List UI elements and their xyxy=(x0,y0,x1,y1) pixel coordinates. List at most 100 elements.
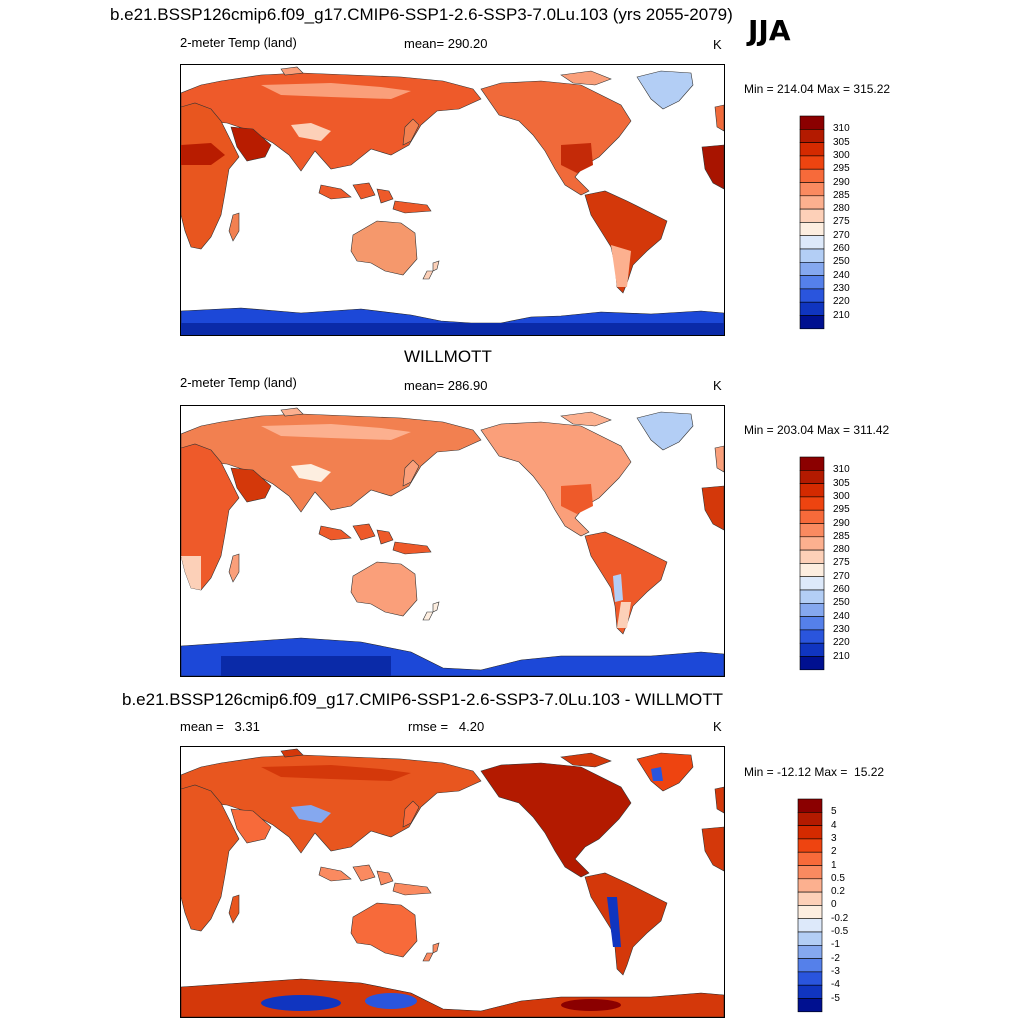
colorbar-tick-label: 280 xyxy=(833,544,850,556)
colorbar-tick-label: 310 xyxy=(833,464,850,476)
antarctica-interior xyxy=(181,323,724,335)
tibet-cool-region xyxy=(291,464,331,482)
colorbar-swatch xyxy=(797,905,823,920)
colorbar-swatch xyxy=(799,168,825,183)
colorbar-tick-label: 280 xyxy=(833,203,850,215)
siberia-cool-region xyxy=(261,83,411,99)
colorbar-swatch xyxy=(799,208,825,223)
colorbar-tick-label: 230 xyxy=(833,282,850,294)
antarctica-interior xyxy=(221,656,391,676)
panel1-units: K xyxy=(713,37,722,52)
colorbar-tick-label: 290 xyxy=(833,517,850,529)
season-label: JJA xyxy=(748,14,791,47)
colorbar-swatch xyxy=(799,496,825,511)
colorbar-tick-label: -0.5 xyxy=(831,926,849,937)
panel2-units: K xyxy=(713,378,722,393)
colorbar-tick-label: 250 xyxy=(833,256,850,268)
panel2-minmax: Min = 203.04 Max = 311.42 xyxy=(744,423,890,437)
colorbar-swatch xyxy=(797,798,823,813)
newzealand-region xyxy=(422,601,440,621)
panel3-minmax: Min = -12.12 Max = 15.22 xyxy=(744,765,885,779)
colorbar-tick-label: 210 xyxy=(833,309,850,321)
colorbar-swatch xyxy=(799,275,825,290)
colorbar-tick-label: 0.2 xyxy=(831,886,845,898)
colorbar-swatch xyxy=(799,603,825,617)
colorbar-tick-label: 2 xyxy=(831,846,837,858)
colorbar-swatch xyxy=(799,142,825,157)
indonesia-region xyxy=(318,523,432,555)
tibet-cool-anomaly xyxy=(291,805,331,823)
colorbar-swatch xyxy=(799,470,825,484)
colorbar-tick-label: 285 xyxy=(833,189,850,201)
colorbar-tick-label: 260 xyxy=(833,584,850,595)
panel3-map xyxy=(180,746,725,1018)
colorbar-tick-label: 0 xyxy=(831,899,837,911)
colorbar-tick-label: 220 xyxy=(833,637,850,649)
colorbar-tick-label: -3 xyxy=(831,965,840,977)
colorbar-swatch xyxy=(799,315,825,330)
australia-region xyxy=(350,220,418,276)
colorbar-swatch xyxy=(799,616,825,631)
greenland-blue-anomaly xyxy=(651,767,663,781)
colorbar-swatch xyxy=(799,288,825,303)
colorbar-tick-label: 285 xyxy=(833,530,850,542)
panel3-mean: mean = 3.31 xyxy=(180,719,260,734)
antarctica-blue-anomaly xyxy=(261,995,341,1011)
colorbar-tick-label: 295 xyxy=(833,163,850,175)
colorbar-tick-label: 290 xyxy=(833,176,850,188)
colorbar-swatch xyxy=(799,262,825,276)
wafrica-edge-region xyxy=(701,485,724,531)
colorbar-tick-label: 240 xyxy=(833,269,850,281)
colorbar-swatch xyxy=(797,878,823,893)
us-hot-region xyxy=(561,143,593,173)
panel2-map-svg xyxy=(181,407,724,676)
colorbar-swatch xyxy=(799,536,825,551)
colorbar-swatch xyxy=(799,155,825,170)
colorbar-swatch xyxy=(799,235,825,250)
siberia-cool-region xyxy=(261,424,411,440)
australia-region xyxy=(350,902,418,958)
northamerica-region xyxy=(480,421,632,537)
colorbar-swatch xyxy=(797,838,823,853)
colorbar-tick-label: 295 xyxy=(833,504,850,516)
panel3-header: b.e21.BSSP126cmip6.f09_g17.CMIP6-SSP1-2.… xyxy=(122,690,723,709)
panel1-variable: 2-meter Temp (land) xyxy=(180,35,297,50)
antarctica-region xyxy=(181,978,724,1017)
panel3-map-svg xyxy=(181,748,724,1017)
south-africa-cool-region xyxy=(181,556,201,590)
colorbar-tick-label: 250 xyxy=(833,597,850,609)
colorbar-swatch xyxy=(799,563,825,578)
wafrica-edge-region xyxy=(701,826,724,872)
colorbar-swatch xyxy=(797,958,823,973)
colorbar-tick-label: -0.2 xyxy=(831,912,849,924)
colorbar-swatch xyxy=(799,483,825,498)
colorbar-tick-label: 240 xyxy=(833,610,850,622)
colorbar-swatch xyxy=(797,865,823,880)
colorbar-tick-label: 260 xyxy=(833,243,850,254)
colorbar-swatch xyxy=(799,576,825,591)
australia-region xyxy=(350,561,418,617)
colorbar-swatch xyxy=(799,115,825,130)
southamerica-region xyxy=(584,872,668,976)
colorbar-swatch xyxy=(799,523,825,538)
colorbar-swatch xyxy=(797,945,823,959)
panel1-map-svg xyxy=(181,66,724,335)
panel1-minmax: Min = 214.04 Max = 315.22 xyxy=(744,82,891,96)
weurope-edge-region xyxy=(714,104,724,132)
colorbar-tick-label: 4 xyxy=(831,819,837,831)
colorbar-swatch xyxy=(799,549,825,564)
colorbar-swatch xyxy=(799,222,825,237)
siberia-warm-anomaly xyxy=(261,765,411,781)
sahel-hot-region xyxy=(181,143,225,165)
colorbar-svg xyxy=(797,798,823,1013)
antarctica-red-anomaly xyxy=(561,999,621,1011)
panel3-units: K xyxy=(713,719,722,734)
indonesia-region xyxy=(318,182,432,214)
panel2-map xyxy=(180,405,725,677)
madagascar-region xyxy=(228,212,240,242)
colorbar-swatch xyxy=(799,456,825,471)
colorbar-swatch xyxy=(797,812,823,826)
colorbar-tick-label: 210 xyxy=(833,650,850,662)
panel3-rmse: rmse = 4.20 xyxy=(408,719,485,734)
northamerica-region xyxy=(480,80,632,196)
